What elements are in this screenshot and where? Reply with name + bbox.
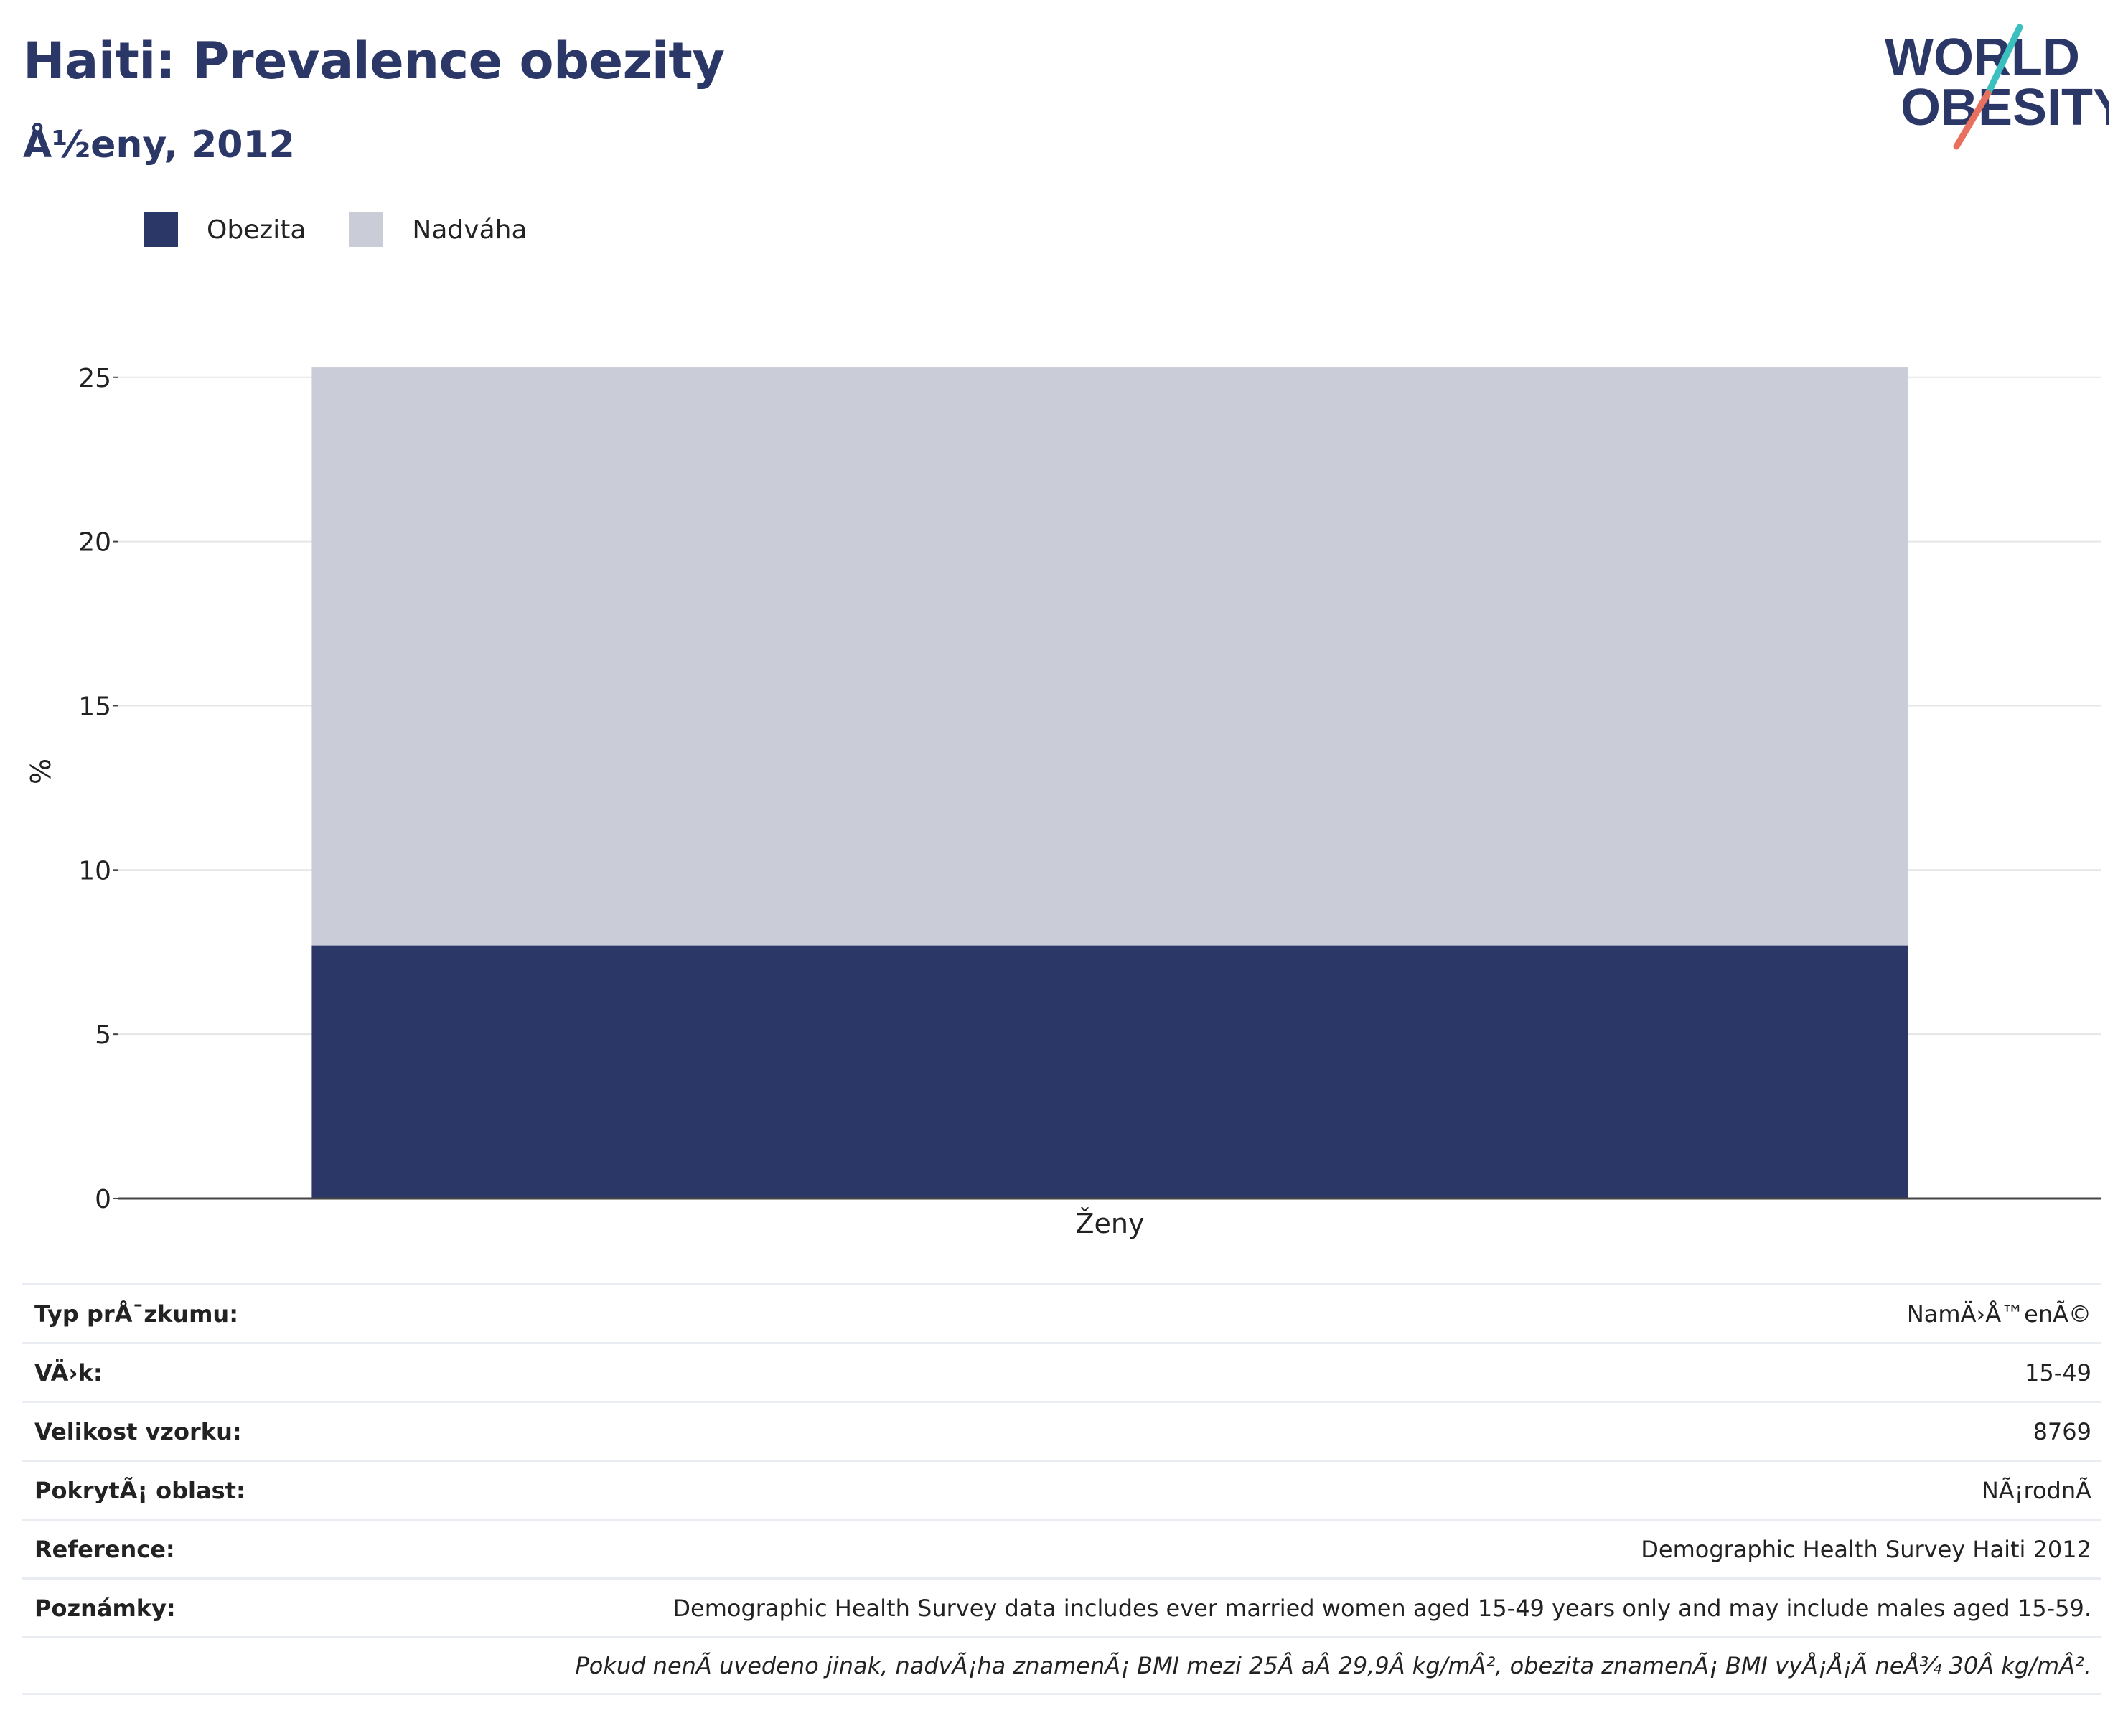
info-value: Demographic Health Survey data includes … [672,1594,2091,1622]
y-tick-label: 10 [78,856,111,886]
info-key: VÄ›k: [34,1359,103,1387]
y-tick-label: 25 [78,364,111,393]
y-tick-label: 15 [78,692,111,721]
info-key: PokrytÃ¡ oblast: [34,1476,245,1504]
chart-legend: Obezita Nadváha [144,212,571,247]
info-row-reference: Reference: Demographic Health Survey Hai… [22,1519,2101,1577]
info-footnote: Pokud nenÃ uvedeno jinak, nadvÃ¡ha zname… [22,1636,2101,1695]
info-row-notes: Poznámky: Demographic Health Survey data… [22,1577,2101,1636]
y-tick-label: 5 [95,1021,111,1050]
x-tick-label: Ženy [1076,1208,1145,1239]
bar-obesity-0 [311,945,1908,1198]
info-value: NÃ¡rodnÃ [1981,1476,2091,1504]
y-tick-label: 20 [78,528,111,558]
info-key: Poznámky: [34,1594,176,1622]
info-key: Velikost vzorku: [34,1417,242,1445]
info-value: Demographic Health Survey Haiti 2012 [1641,1535,2091,1563]
info-row-sample-size: Velikost vzorku: 8769 [22,1401,2101,1460]
info-value: 15-49 [2025,1359,2091,1387]
info-key: Reference: [34,1535,175,1563]
footnote-text: Pokud nenÃ uvedeno jinak, nadvÃ¡ha zname… [575,1652,2092,1679]
logo-slash-teal [1984,24,2023,97]
y-axis-label: % [25,759,57,784]
bar-chart: 0 5 10 15 20 25% Ženy [25,364,2101,1239]
legend-item-obesity[interactable]: Obezita [144,212,306,247]
page-subtitle: Å½eny, 2012 [23,123,295,166]
page-title: Haiti: Prevalence obezity [23,32,725,90]
bar-overweight-0 [311,367,1908,946]
info-row-survey-type: Typ prÅ¯zkumu: NamÄ›Å™enÃ© [22,1283,2101,1342]
legend-label-obesity: Obezita [207,215,306,245]
info-value: 8769 [2033,1417,2091,1445]
y-tick-label: 0 [95,1185,111,1214]
info-value: NamÄ›Å™enÃ© [1906,1300,2091,1328]
logo-word-world: WORLD [1885,29,2080,86]
info-row-area: PokrytÃ¡ oblast: NÃ¡rodnÃ [22,1460,2101,1519]
info-row-age: VÄ›k: 15-49 [22,1342,2101,1401]
legend-swatch-overweight [349,212,384,247]
info-key: Typ prÅ¯zkumu: [34,1300,238,1328]
legend-item-overweight[interactable]: Nadváha [349,212,528,247]
legend-label-overweight: Nadváha [412,215,528,245]
info-table: Typ prÅ¯zkumu: NamÄ›Å™enÃ© VÄ›k: 15-49 V… [22,1283,2101,1695]
legend-swatch-obesity [144,212,178,247]
world-obesity-logo: WORLD OBESITY [1885,24,2109,150]
logo-slash-coral [1953,90,1992,150]
logo-word-obesity: OBESITY [1901,79,2109,136]
